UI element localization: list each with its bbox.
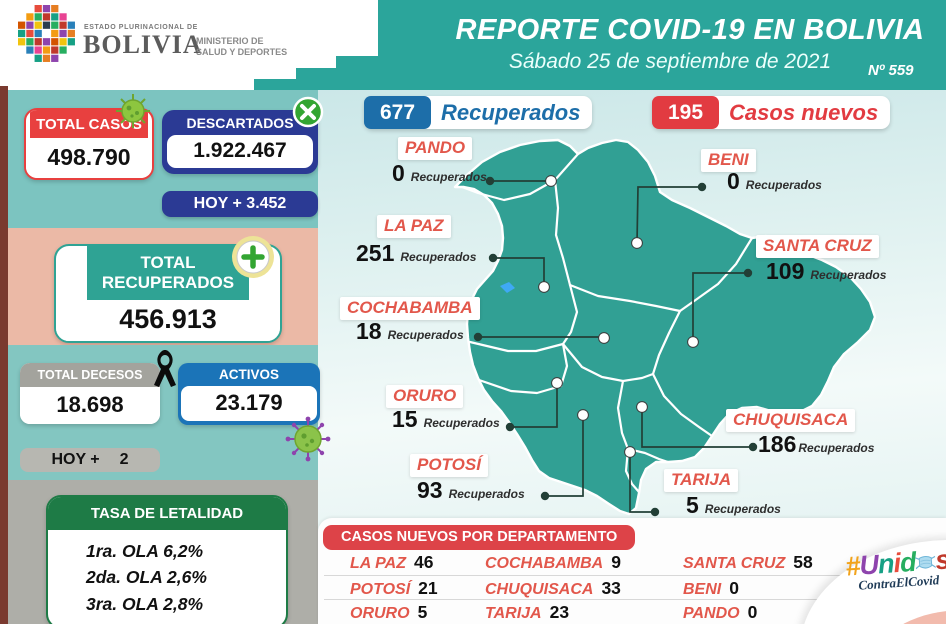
header: ESTADO PLURINACIONAL DE BOLIVIA MINISTER…: [0, 0, 946, 91]
total-casos-label: TOTAL CASOS: [30, 110, 148, 139]
letalidad-ola-2: 2da. OLA 2,6%: [86, 567, 207, 588]
dept-stat-chuquisaca: 186 Recuperados: [758, 431, 875, 457]
table-row: POTOSÍ 21 CHUQUISACA 33 BENI 0: [350, 577, 739, 598]
tasa-letalidad-label: TASA DE LETALIDAD: [48, 497, 286, 530]
total-recuperados-value: 456.913: [56, 299, 280, 341]
department-marker-dots: [538, 175, 699, 458]
logo-box-step: [0, 56, 336, 68]
recuperados-total-label: Recuperados: [441, 99, 581, 125]
dept-stat-tarija: 5 Recuperados: [686, 492, 781, 518]
descartados-card: DESCARTADOS 1.922.467: [162, 110, 318, 174]
logo-box-step: [0, 68, 296, 79]
estado-plurinacional-text: ESTADO PLURINACIONAL DE: [84, 24, 198, 31]
dept-label-cochabamba: COCHABAMBA: [340, 297, 480, 320]
dept-stat-beni: 0 Recuperados: [727, 168, 822, 194]
total-decesos-label: TOTAL DECESOS: [20, 363, 160, 387]
bolivia-wordmark: BOLIVIA: [83, 30, 203, 59]
dept-label-pando: PANDO: [398, 137, 473, 160]
casos-nuevos-total-label: Casos nuevos: [729, 99, 879, 125]
plus-icon: [232, 236, 274, 278]
dept-label-santa-cruz: SANTA CRUZ: [756, 235, 879, 258]
panel-decesos-activos: TOTAL DECESOS 18.698 ACTIVOS 23.179 HOY …: [8, 345, 331, 480]
recuperados-total-value: 677: [364, 96, 432, 129]
dept-label-beni: BENI: [701, 149, 756, 172]
panel-letalidad: TASA DE LETALIDAD 1ra. OLA 6,2% 2da. OLA…: [8, 480, 318, 624]
casos-nuevos-total-value: 195: [652, 96, 720, 129]
dept-stat-cochabamba: 18 Recuperados: [356, 318, 464, 344]
ministerio-text: MINISTERIO DE SALUD Y DEPORTES: [196, 36, 288, 58]
recuperados-total-badge: 677 Recuperados: [364, 96, 593, 129]
dept-stat-santa-cruz: 109 Recuperados: [766, 258, 887, 284]
table-row-separator: [324, 575, 940, 576]
total-decesos-value: 18.698: [20, 387, 160, 424]
activos-card: ACTIVOS 23.179: [178, 363, 320, 425]
descartados-hoy-bar: HOY + 3.452: [162, 191, 318, 217]
tasa-letalidad-card: TASA DE LETALIDAD 1ra. OLA 6,2% 2da. OLA…: [46, 495, 288, 624]
total-decesos-card: TOTAL DECESOS 18.698: [20, 363, 160, 424]
dept-stat-pando: 0 Recuperados: [392, 160, 487, 186]
table-row: ORURO 5 TARIJA 23 PANDO 0: [350, 601, 758, 622]
table-row-separator: [324, 599, 940, 600]
lake-titicaca-icon: [500, 282, 515, 293]
dept-label-chuquisaca: CHUQUISACA: [726, 409, 856, 432]
bolivia-mosaic-logo-icon: [18, 5, 75, 62]
mourning-ribbon-icon: [154, 350, 176, 387]
department-borders: [460, 152, 754, 494]
callout-dots: [473, 176, 758, 517]
activos-value: 23.179: [181, 386, 317, 421]
panel-total-casos: TOTAL CASOS 498.790 DESCARTADOS 1.922.46…: [8, 90, 324, 228]
logo-box-step: [0, 79, 254, 90]
report-date: Sábado 25 de septiembre de 2021: [508, 50, 832, 73]
new-cases-table: CASOS NUEVOS POR DEPARTAMENTO LA PAZ 46 C…: [318, 518, 946, 624]
total-recuperados-card: TOTAL RECUPERADOS 456.913: [54, 244, 282, 343]
letalidad-ola-1: 1ra. OLA 6,2%: [86, 541, 204, 561]
panel-recuperados: TOTAL RECUPERADOS 456.913: [8, 228, 318, 345]
stats-sidebar: TOTAL CASOS 498.790 DESCARTADOS 1.922.46…: [8, 90, 331, 624]
virus-icon: [285, 416, 331, 462]
table-row: LA PAZ 46 COCHABAMBA 9 SANTA CRUZ 58: [350, 551, 813, 572]
unidos-contra-el-covid-logo: #Unid s ContraElCovid: [837, 544, 946, 595]
unidos-wordmark: #Unid s: [844, 544, 946, 582]
bolivia-map: [453, 138, 877, 517]
dept-stat-la-paz: 251 Recuperados: [356, 240, 477, 266]
report-number: Nº 559: [868, 62, 914, 79]
new-cases-table-title: CASOS NUEVOS POR DEPARTAMENTO: [323, 525, 636, 550]
bolivia-outline: [453, 138, 877, 516]
total-casos-value: 498.790: [26, 138, 152, 179]
decesos-hoy-bar: HOY + 2: [20, 448, 160, 472]
dept-label-tarija: TARIJA: [664, 469, 739, 492]
report-title: REPORTE COVID-19 EN BOLIVIA: [455, 14, 925, 46]
decesos-hoy-value: 2: [119, 451, 129, 468]
dept-stat-oruro: 15 Recuperados: [392, 406, 500, 432]
total-recuperados-label: TOTAL RECUPERADOS: [87, 246, 249, 300]
descartados-label: DESCARTADOS: [186, 115, 294, 131]
dept-label-oruro: ORURO: [386, 385, 464, 408]
letalidad-ola-3: 3ra. OLA 2,8%: [86, 593, 204, 614]
dept-label-potosi: POTOSÍ: [410, 454, 488, 477]
virus-icon: [116, 94, 150, 128]
dept-label-la-paz: LA PAZ: [377, 215, 451, 238]
descartados-value: 1.922.467: [167, 135, 313, 168]
dept-stat-potosi: 93 Recuperados: [417, 477, 525, 503]
discarded-x-icon: [292, 96, 324, 128]
left-accent-strip: [0, 86, 8, 624]
casos-nuevos-total-badge: 195 Casos nuevos: [652, 96, 891, 129]
activos-label: ACTIVOS: [218, 367, 279, 382]
face-mask-icon: [914, 555, 937, 570]
callout-lines: [478, 180, 753, 513]
decesos-hoy-label: HOY +: [51, 451, 100, 468]
